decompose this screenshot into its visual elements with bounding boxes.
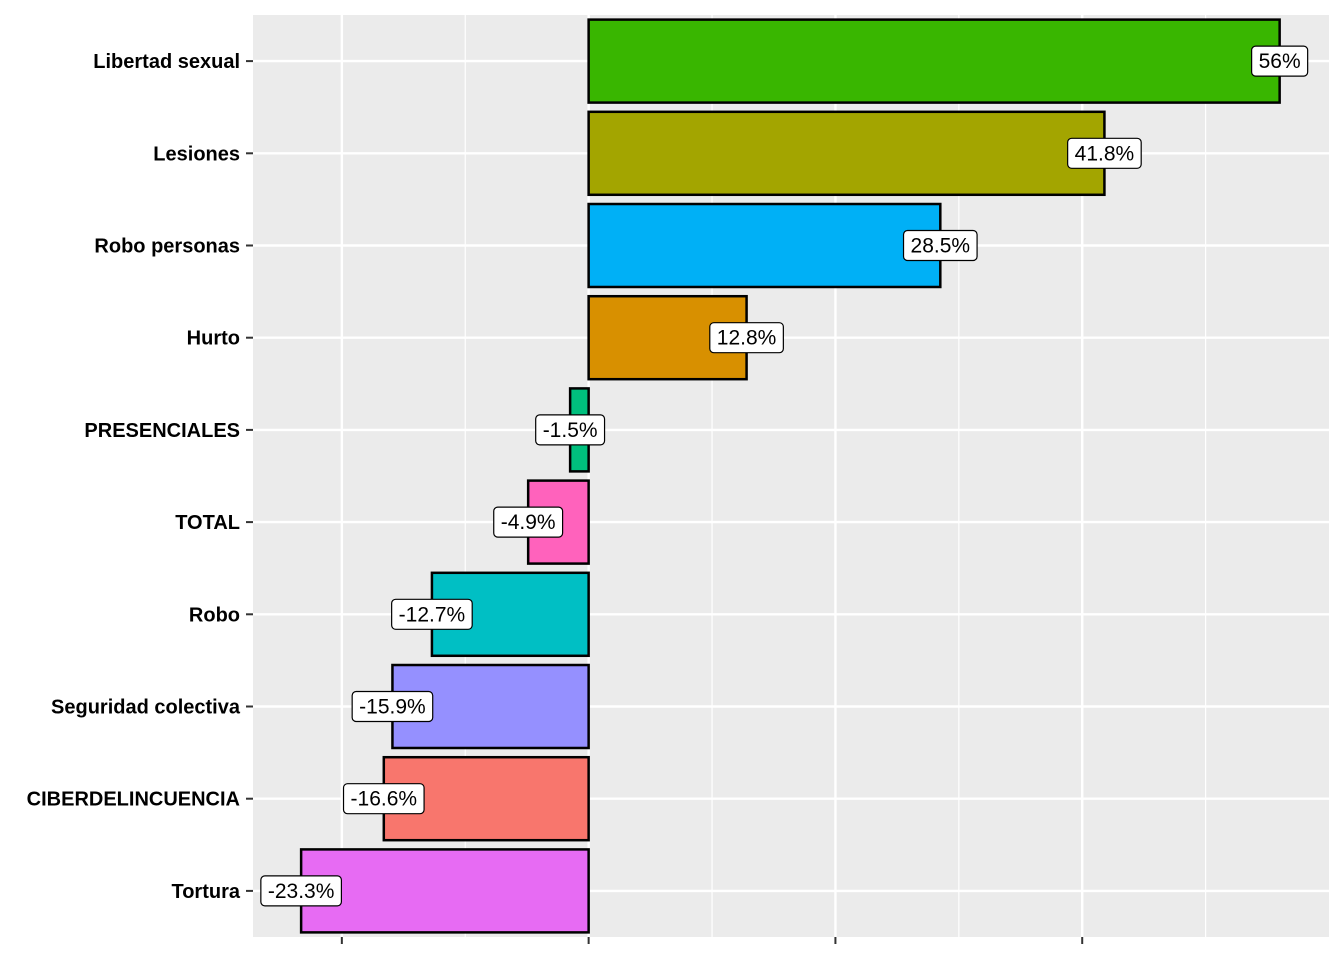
category-label: PRESENCIALES xyxy=(84,420,240,442)
data-label-box xyxy=(1251,45,1309,77)
data-label-box xyxy=(391,598,473,630)
data-label-box xyxy=(342,783,425,815)
data-label-box xyxy=(493,506,564,538)
y-axis: Libertad sexual Lesiones Robo personas Hurt… xyxy=(27,51,253,903)
data-labels: 56% 41.8% 28.5% 12.8% -1.5% -4.9% -12.7% -15.9%… xyxy=(260,45,1309,907)
bar-lesiones xyxy=(587,110,1106,197)
category-label: Lesiones xyxy=(153,143,240,165)
bar-tortura xyxy=(299,848,590,934)
data-label: -12.7% xyxy=(399,603,466,626)
category-label: Seguridad colectiva xyxy=(51,697,241,719)
category-label: Hurto xyxy=(187,328,240,350)
data-label-box xyxy=(260,875,342,907)
category-label: TOTAL xyxy=(175,512,240,534)
data-label: 41.8% xyxy=(1075,142,1135,165)
category-label: CIBERDELINCUENCIA xyxy=(27,789,240,811)
bar-robo-personas xyxy=(587,202,942,289)
data-label: 12.8% xyxy=(717,327,777,350)
x-axis xyxy=(340,937,1084,944)
data-label-box xyxy=(1067,137,1142,169)
category-label: Libertad sexual xyxy=(93,51,240,73)
data-label: -4.9% xyxy=(501,511,556,534)
data-label: -1.5% xyxy=(543,419,598,442)
data-label: -23.3% xyxy=(268,880,335,903)
data-label-box xyxy=(709,322,784,354)
category-label: Tortura xyxy=(171,881,240,903)
data-label-box xyxy=(535,414,606,446)
category-label: Robo xyxy=(189,604,240,626)
data-label: -15.9% xyxy=(359,696,426,719)
data-label-box xyxy=(351,690,434,723)
data-label: 56% xyxy=(1259,50,1301,73)
data-label: -16.6% xyxy=(351,788,418,811)
bar-libertad-sexual xyxy=(587,18,1281,104)
category-label: Robo personas xyxy=(94,236,240,258)
data-label: 28.5% xyxy=(911,235,971,258)
data-label-box xyxy=(902,229,978,262)
